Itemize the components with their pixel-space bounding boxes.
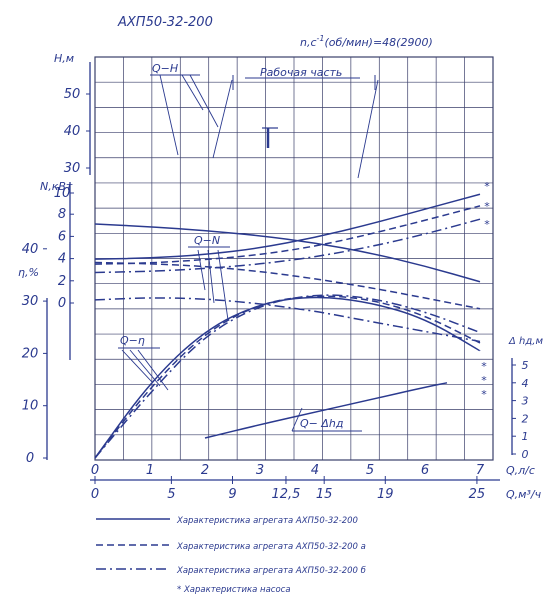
q-h-curve-solid [94,223,481,283]
q-lps-tick-label: 0 [91,463,99,478]
q-m3h-tick-label: 9 [228,487,236,502]
dh-axis-label: Δ hд,м [508,336,543,347]
pump-asterisk-marker: * [481,360,487,373]
q-h-curve-label: Q−H [152,62,178,75]
q-dh-curve-solid [204,382,448,439]
q-eta-curve-label: Q−η [120,334,145,347]
q-lps-tick-label: 3 [256,463,264,478]
h-axis-label: Н,м [54,52,74,65]
q-eta-curve-dashdot [94,294,481,459]
q-h-curve-dashed [94,261,481,310]
q-m3h-tick-label: 12,5 [271,487,300,502]
q-h-leader [189,74,219,128]
q-lps-tick-label: 5 [366,463,374,478]
q-n-leader [207,249,215,304]
q-h-leader [181,74,204,111]
eta-axis-tick-label: 20 [22,346,39,361]
working-zone-leader-right [357,79,379,179]
q-lps-tick-label: 7 [476,463,485,478]
q-n-curve-solid [94,193,481,260]
pump-asterisk-marker: * [484,218,490,231]
legend-note: * Характеристика насоса [177,585,291,595]
eta-axis-tick-label: 0 [26,451,34,466]
q-eta-curve-dashed [94,295,481,459]
q-m3h-tick-label: 0 [91,487,99,502]
q-m3h-tick-label: 15 [316,487,333,502]
q-n-curve-label: Q−N [194,234,220,247]
n-axis-tick-label: 0 [58,296,66,311]
working-zone-label: Рабочая часть [260,66,342,79]
eta-axis-tick-label: 10 [22,399,39,414]
dh-axis-tick-label: 4 [522,377,529,390]
legend-label: Характеристика агрегата АХП50-32-200 а [176,542,366,552]
q-m3h-tick-label: 5 [167,487,175,502]
n-axis-tick-label: 10 [54,186,71,201]
q-h-leader [159,74,179,156]
q-lps-tick-label: 1 [146,463,154,478]
h-axis-tick-label: 50 [64,87,81,102]
speed-label: n,c-1(об/мин)=48(2900) [300,34,433,49]
pump-asterisk-marker: * [481,374,487,387]
q-n-curve-dashed [94,205,481,265]
q-lps-tick-label: 4 [311,463,319,478]
legend-label: Характеристика агрегата АХП50-32-200 б [176,566,366,576]
q-eta-curve-solid [94,296,481,459]
n-axis-tick-label: 6 [58,229,66,244]
q-m3h-tick-label: 19 [377,487,394,502]
eta-axis-tick-label: 40 [22,242,39,257]
q-lps-axis-label: Q,л/с [506,464,535,477]
q-lps-tick-label: 6 [421,463,429,478]
chart-title: АХП50-32-200 [117,15,213,30]
q-dh-leader [291,407,303,432]
q-eta-leader [121,349,153,383]
eta-axis-tick-label: 30 [22,294,39,309]
dh-axis-tick-label: 2 [522,412,529,425]
q-n-curve-dashdot [94,218,481,274]
q-lps-tick-label: 2 [201,463,209,478]
q-n-leader [197,249,206,291]
n-axis-label: N,кВт [40,180,73,193]
h-axis-tick-label: 40 [64,124,81,139]
dh-axis-tick-label: 5 [522,359,529,372]
chart-series [94,193,481,459]
q-eta-leader [137,349,169,391]
dh-axis-tick-label: 3 [522,395,529,408]
q-h-curve-dashdot [94,297,481,343]
n-axis-tick-label: 2 [58,274,66,289]
q-dh-curve-label: Q− Δhд [300,417,343,430]
chart-legend: Характеристика агрегата АХП50-32-200 Хара… [96,516,366,595]
q-m3h-tick-label: 25 [469,487,486,502]
q-n-leader [217,249,229,321]
n-axis-tick-label: 4 [58,252,66,267]
legend-label: Характеристика агрегата АХП50-32-200 [176,516,358,526]
h-axis-tick-label: 30 [64,161,81,176]
working-zone-leader-left [212,79,233,159]
dh-axis-tick-label: 1 [522,430,529,443]
dh-axis-tick-label: 0 [522,448,529,461]
eta-axis-label: η,% [18,266,39,279]
pump-asterisk-marker: * [484,200,490,213]
n-axis-tick-label: 8 [58,207,66,222]
q-eta-leader [129,349,161,387]
pump-asterisk-marker: * [481,388,487,401]
q-m3h-axis-label: Q,м³/ч [506,488,542,501]
pump-asterisk-marker: * [484,180,490,193]
chart-annotations: Q−HQ−NQ−ηQ− Δhд****** [118,62,490,432]
